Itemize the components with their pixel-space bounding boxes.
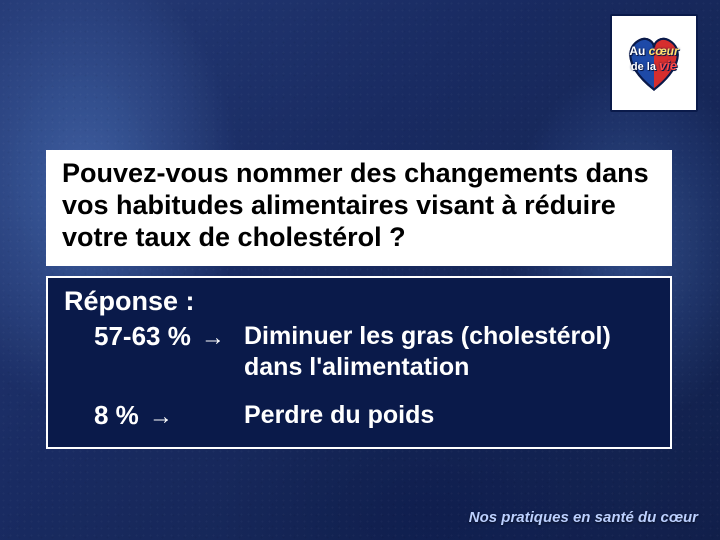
pct-value: 57-63 % xyxy=(94,321,191,352)
arrow-icon: → xyxy=(201,326,225,350)
pct-value: 8 % xyxy=(94,400,139,431)
logo-line2-em: vie xyxy=(659,58,677,73)
question-box: Pouvez-vous nommer des changements dans … xyxy=(46,150,672,266)
answer-label: Réponse : xyxy=(64,286,654,317)
answer-row: 57-63 % → Diminuer les gras (cholestérol… xyxy=(64,321,654,382)
answer-row: 8 % → Perdre du poids xyxy=(64,400,654,431)
footer-caption: Nos pratiques en santé du cœur xyxy=(469,509,698,526)
arrow-icon: → xyxy=(149,405,173,429)
logo-line2-prefix: de la xyxy=(631,61,656,73)
logo-box: Au cœur de la vie xyxy=(610,14,698,112)
answer-percent: 57-63 % → xyxy=(64,321,232,352)
answer-description: Diminuer les gras (cholestérol) dans l'a… xyxy=(244,321,654,382)
logo-line1-prefix: Au xyxy=(629,44,645,58)
heart-logo-icon: Au cœur de la vie xyxy=(619,28,689,98)
question-text: Pouvez-vous nommer des changements dans … xyxy=(62,158,656,254)
answer-box: Réponse : 57-63 % → Diminuer les gras (c… xyxy=(46,276,672,449)
logo-text: Au cœur de la vie xyxy=(619,24,689,94)
answer-percent: 8 % → xyxy=(64,400,232,431)
logo-line1-em: cœur xyxy=(649,44,679,58)
answer-description: Perdre du poids xyxy=(244,400,654,431)
